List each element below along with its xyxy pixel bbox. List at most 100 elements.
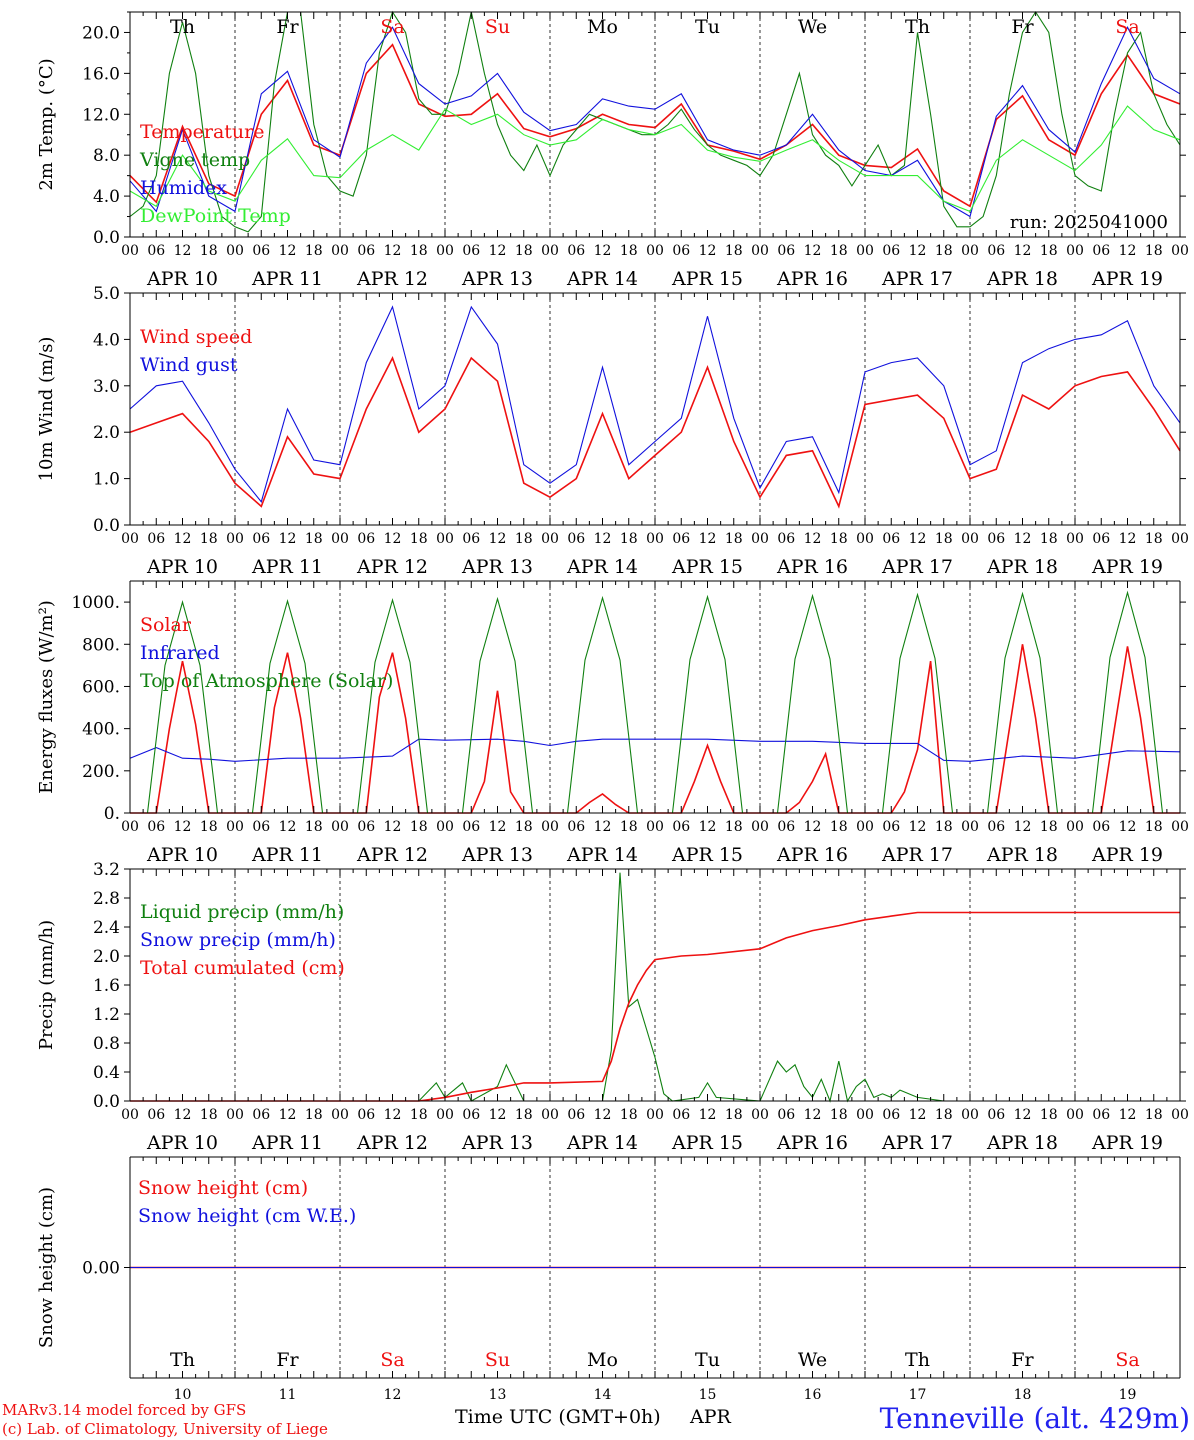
temp-hour-tick-label: 18 <box>1145 243 1163 259</box>
precip-y-axis-label: Precip (mm/h) <box>36 920 57 1050</box>
energy-hour-tick-label: 18 <box>935 819 953 835</box>
axes-layer <box>124 11 1186 1379</box>
weekday-label-top: Sa <box>380 16 404 38</box>
precip-hour-tick-label: 18 <box>410 1107 428 1123</box>
precip-hour-tick-label: 06 <box>357 1107 375 1123</box>
precip-hour-tick-label: 00 <box>541 1107 559 1123</box>
precip-hour-tick-label: 18 <box>935 1107 953 1123</box>
precip-hour-tick-label: 12 <box>909 1107 927 1123</box>
precip-date-label: APR 17 <box>881 1132 953 1154</box>
temp-date-label: APR 12 <box>356 268 428 290</box>
grid-layer <box>234 12 1076 1378</box>
precip-date-label: APR 12 <box>356 1132 428 1154</box>
energy-date-label: APR 14 <box>566 844 638 866</box>
temp-hour-tick-label: 18 <box>830 243 848 259</box>
precip-date-label: APR 18 <box>986 1132 1058 1154</box>
temp-series-humidex <box>129 26 1181 218</box>
energy-hour-tick-label: 06 <box>882 819 900 835</box>
temp-hour-tick-label: 06 <box>882 243 900 259</box>
precip-series-liquid-precip-mm-h- <box>130 872 1180 1103</box>
precip-y-tick-label: 2.0 <box>93 947 120 967</box>
precip-hour-tick-label: 12 <box>1014 1107 1032 1123</box>
temp-series-temperature <box>129 43 1181 208</box>
temp-hour-tick-label: 00 <box>331 243 349 259</box>
wind-hour-tick-label: 12 <box>1119 531 1137 547</box>
energy-legend-entry: Solar <box>140 614 192 636</box>
wind-hour-tick-label: 06 <box>777 531 795 547</box>
wind-hour-tick-label: 12 <box>699 531 717 547</box>
temp-legend-entry: Humidex <box>140 177 227 199</box>
precip-hour-tick-label: 12 <box>489 1107 507 1123</box>
temp-hour-tick-label: 00 <box>646 243 664 259</box>
precip-hour-tick-label: 00 <box>226 1107 244 1123</box>
wind-hour-tick-label: 12 <box>174 531 192 547</box>
precip-y-tick-label: 1.6 <box>93 976 120 996</box>
wind-hour-tick-label: 06 <box>567 531 585 547</box>
temp-y-tick-label: 16.0 <box>82 64 120 84</box>
precip-hour-tick-label: 06 <box>567 1107 585 1123</box>
weekday-label-top: Mo <box>587 16 618 38</box>
temp-hour-tick-label: 18 <box>1040 243 1058 259</box>
wind-hour-tick-label: 00 <box>1171 531 1189 547</box>
wind-legend-entry: Wind gust <box>140 354 238 376</box>
precip-hour-tick-label: 18 <box>830 1107 848 1123</box>
weekday-label-top: Th <box>170 16 195 38</box>
wind-hour-tick-label: 18 <box>410 531 428 547</box>
temp-hour-tick-label: 06 <box>777 243 795 259</box>
precip-hour-tick-label: 06 <box>777 1107 795 1123</box>
precip-hour-tick-label: 06 <box>1092 1107 1110 1123</box>
wind-hour-tick-label: 00 <box>856 531 874 547</box>
wind-date-label: APR 13 <box>461 556 533 578</box>
energy-date-label: APR 19 <box>1091 844 1163 866</box>
temp-y-axis-label: 2m Temp. (°C) <box>36 58 57 190</box>
wind-hour-tick-label: 00 <box>121 531 139 547</box>
temp-date-label: APR 10 <box>146 268 218 290</box>
wind-hour-tick-label: 00 <box>1066 531 1084 547</box>
day-number-label: 16 <box>804 1387 822 1403</box>
temp-hour-tick-label: 06 <box>567 243 585 259</box>
energy-hour-tick-label: 06 <box>567 819 585 835</box>
temp-hour-tick-label: 12 <box>489 243 507 259</box>
snow-y-tick-label: 0.00 <box>82 1259 120 1279</box>
energy-hour-tick-label: 00 <box>646 819 664 835</box>
wind-hour-tick-label: 18 <box>620 531 638 547</box>
wind-date-label: APR 16 <box>776 556 848 578</box>
energy-date-label: APR 11 <box>251 844 323 866</box>
wind-hour-tick-label: 12 <box>489 531 507 547</box>
run-label: run: 2025041000 <box>1010 212 1168 233</box>
energy-hour-tick-label: 12 <box>174 819 192 835</box>
energy-hour-tick-label: 06 <box>672 819 690 835</box>
energy-hour-tick-label: 12 <box>594 819 612 835</box>
precip-date-label: APR 19 <box>1091 1132 1163 1154</box>
wind-hour-tick-label: 00 <box>541 531 559 547</box>
weekday-label-bottom: Sa <box>380 1349 404 1371</box>
energy-legend-entry: Infrared <box>140 642 220 664</box>
wind-hour-tick-label: 00 <box>646 531 664 547</box>
precip-hour-tick-label: 06 <box>462 1107 480 1123</box>
precip-hour-tick-label: 18 <box>200 1107 218 1123</box>
wind-hour-tick-label: 18 <box>830 531 848 547</box>
temp-hour-tick-label: 06 <box>147 243 165 259</box>
wind-hour-tick-label: 00 <box>961 531 979 547</box>
wind-date-label: APR 19 <box>1091 556 1163 578</box>
wind-date-label: APR 15 <box>671 556 743 578</box>
temp-hour-tick-label: 18 <box>725 243 743 259</box>
energy-y-tick-label: 200. <box>82 762 120 782</box>
precip-hour-tick-label: 12 <box>384 1107 402 1123</box>
energy-y-axis-label: Energy fluxes (W/m²) <box>36 600 57 794</box>
precip-hour-tick-label: 00 <box>436 1107 454 1123</box>
wind-hour-tick-label: 12 <box>279 531 297 547</box>
wind-legend-entry: Wind speed <box>140 326 252 348</box>
weekday-label-top: We <box>798 16 827 38</box>
energy-hour-tick-label: 18 <box>1145 819 1163 835</box>
wind-y-tick-label: 1.0 <box>93 470 120 490</box>
wind-hour-tick-label: 06 <box>882 531 900 547</box>
precip-hour-tick-label: 00 <box>121 1107 139 1123</box>
wind-hour-tick-label: 12 <box>804 531 822 547</box>
precip-y-tick-label: 0.4 <box>93 1063 120 1083</box>
temp-hour-tick-label: 12 <box>174 243 192 259</box>
temp-hour-tick-label: 12 <box>699 243 717 259</box>
temp-date-label: APR 19 <box>1091 268 1163 290</box>
weekday-label-bottom: Th <box>905 1349 930 1371</box>
